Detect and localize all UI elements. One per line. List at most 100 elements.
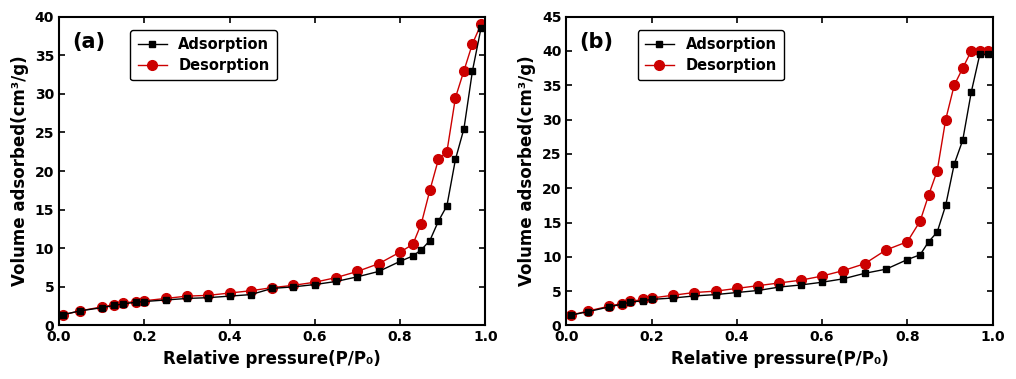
Desorption: [666, 293, 679, 298]
Desorption: [266, 285, 278, 290]
Line: Desorption: Desorption: [566, 46, 994, 320]
Text: (b): (b): [579, 32, 614, 52]
Y-axis label: Volume adsorbed(cm³/g): Volume adsorbed(cm³/g): [518, 56, 536, 287]
Desorption: [965, 49, 977, 53]
Adsorption: [965, 90, 977, 94]
Adsorption: [352, 274, 364, 279]
Desorption: [901, 240, 913, 244]
Desorption: [637, 297, 649, 302]
Desorption: [624, 299, 636, 304]
Adsorption: [616, 302, 628, 307]
Adsorption: [309, 282, 321, 287]
Desorption: [74, 309, 86, 313]
Adsorption: [449, 157, 461, 162]
Desorption: [224, 291, 236, 295]
Desorption: [432, 157, 444, 162]
Adsorption: [96, 305, 108, 310]
Desorption: [394, 250, 406, 254]
Desorption: [130, 299, 142, 304]
Desorption: [109, 302, 121, 307]
Desorption: [602, 304, 615, 309]
Adsorption: [245, 292, 257, 297]
Desorption: [352, 269, 364, 274]
Adsorption: [394, 259, 406, 264]
Adsorption: [330, 279, 342, 284]
Adsorption: [181, 296, 193, 301]
Adsorption: [709, 292, 721, 297]
Adsorption: [160, 298, 172, 302]
Adsorption: [914, 252, 927, 257]
Legend: Adsorption, Desorption: Adsorption, Desorption: [638, 30, 784, 80]
Adsorption: [645, 297, 657, 302]
Text: (a): (a): [72, 32, 106, 52]
Desorption: [709, 289, 721, 293]
Adsorption: [416, 247, 428, 252]
Adsorption: [859, 271, 871, 276]
Adsorption: [565, 313, 577, 318]
Desorption: [645, 296, 657, 300]
Desorption: [957, 66, 969, 70]
Adsorption: [931, 230, 943, 234]
Adsorption: [957, 138, 969, 143]
Adsorption: [109, 303, 121, 308]
Adsorption: [266, 286, 278, 291]
Desorption: [565, 313, 577, 318]
Adsorption: [837, 277, 849, 281]
Adsorption: [816, 280, 828, 285]
Desorption: [752, 283, 764, 288]
Desorption: [288, 283, 300, 288]
Desorption: [474, 22, 487, 27]
Adsorption: [624, 300, 636, 304]
Line: Adsorption: Adsorption: [60, 25, 485, 318]
Adsorption: [948, 162, 960, 166]
Adsorption: [288, 285, 300, 289]
Adsorption: [406, 254, 419, 258]
Desorption: [330, 275, 342, 280]
Desorption: [449, 96, 461, 100]
Desorption: [138, 299, 150, 303]
Adsorption: [923, 240, 935, 244]
X-axis label: Relative pressure(P/P₀): Relative pressure(P/P₀): [671, 350, 888, 368]
Desorption: [731, 286, 743, 291]
Line: Adsorption: Adsorption: [567, 51, 992, 319]
Desorption: [982, 49, 995, 53]
Desorption: [441, 149, 453, 154]
Adsorption: [973, 52, 986, 56]
Desorption: [816, 274, 828, 278]
Desorption: [96, 305, 108, 309]
Adsorption: [795, 283, 807, 287]
Adsorption: [602, 305, 615, 309]
Desorption: [973, 49, 986, 53]
Adsorption: [901, 257, 913, 262]
Desorption: [940, 117, 952, 122]
Adsorption: [424, 238, 436, 243]
Desorption: [373, 262, 385, 266]
X-axis label: Relative pressure(P/P₀): Relative pressure(P/P₀): [164, 350, 381, 368]
Adsorption: [441, 204, 453, 208]
Adsorption: [432, 219, 444, 224]
Desorption: [466, 41, 479, 46]
Adsorption: [466, 68, 479, 73]
Desorption: [202, 293, 214, 298]
Adsorption: [773, 285, 785, 289]
Adsorption: [138, 299, 150, 304]
Adsorption: [373, 269, 385, 274]
Desorption: [914, 219, 927, 223]
Adsorption: [458, 126, 470, 131]
Desorption: [406, 242, 419, 247]
Adsorption: [117, 302, 129, 306]
Line: Desorption: Desorption: [59, 19, 486, 319]
Y-axis label: Volume adsorbed(cm³/g): Volume adsorbed(cm³/g): [11, 56, 29, 287]
Adsorption: [202, 295, 214, 300]
Desorption: [309, 280, 321, 285]
Adsorption: [130, 300, 142, 305]
Desorption: [795, 278, 807, 282]
Desorption: [688, 290, 700, 295]
Desorption: [859, 262, 871, 266]
Desorption: [581, 309, 593, 313]
Desorption: [416, 221, 428, 226]
Adsorption: [474, 26, 487, 30]
Desorption: [948, 83, 960, 88]
Adsorption: [581, 310, 593, 314]
Adsorption: [940, 203, 952, 208]
